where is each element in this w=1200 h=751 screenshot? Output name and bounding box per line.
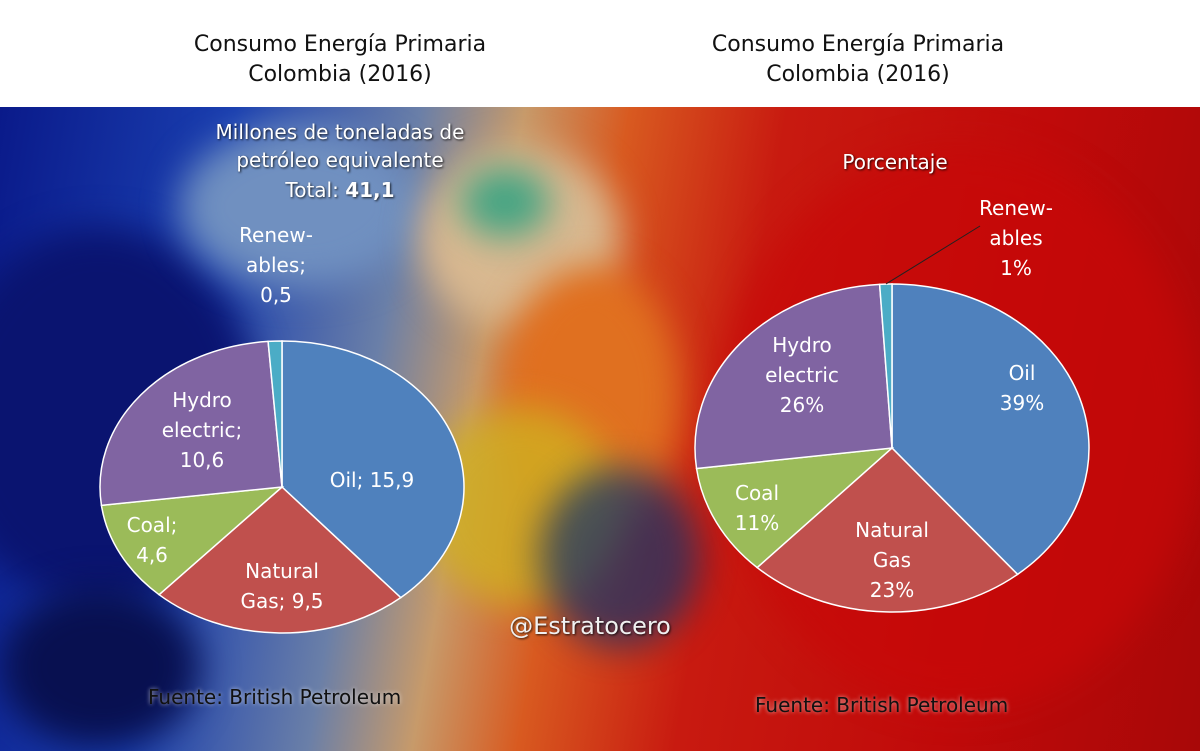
pie-left-label-coal: Coal; 4,6 [127,513,178,567]
pie-right-slice-hydro-electric [694,283,893,470]
chart-title-left-line1: Consumo Energía Primaria [193,32,487,57]
chart-title-right-line2: Colombia (2016) [766,62,950,87]
pie-right: Oil 39% Natural Gas 23% Coal 11% Hydro electric 2… [694,196,1090,613]
pie-left-slice-natural-gas [157,485,402,634]
unit-note-left: Millones de toneladas de petróleo equiva… [160,118,520,174]
unit-note-right: Porcentaje [842,150,948,174]
unit-note-left-line2: petróleo equivalente [236,148,444,172]
source-right: Fuente: British Petroleum [755,693,1009,717]
pie-left-slice-renewables [267,340,283,488]
total-value: 41,1 [345,178,395,202]
pie-left-slice-hydro-electric [99,340,283,507]
pie-right-slice-coal [695,447,895,569]
chart-title-left-line2: Colombia (2016) [248,62,432,87]
pie-right-slice-renewables [878,283,893,449]
chart-title-right-line1: Consumo Energía Primaria [711,32,1005,57]
pie-right-label-oil: Oil 39% [1000,361,1044,415]
watermark: @Estratocero [509,612,671,640]
pie-right-label-renewables: Renew-ables 1% [979,196,1053,280]
pie-left-label-oil: Oil; 15,9 [330,468,414,492]
pie-right-label-natural-gas: Natural Gas 23% [855,518,929,602]
pie-right-label-hydro-electric: Hydro electric 26% [765,333,839,417]
pie-left-slice-oil [281,340,465,599]
pie-left-label-natural-gas: Natural Gas; 9,5 [240,559,323,613]
pie-left: Oil; 15,9 Natural Gas; 9,5 Coal; 4,6 Hydro ele… [99,223,465,634]
chart-title-right: Consumo Energía Primaria Colombia (2016) [628,30,1088,90]
pie-right-label-coal: Coal 11% [735,481,779,535]
total-note-left: Total: 41,1 [160,176,520,204]
pie-left-slice-coal [100,486,285,596]
pie-left-label-renewables: Renew-ables; 0,5 [239,223,313,307]
pie-right-slice-oil [891,283,1090,576]
header-band [0,0,1200,107]
pie-right-renewables-leader-line [885,225,981,285]
source-left: Fuente: British Petroleum [148,685,402,709]
pie-left-label-hydro-electric: Hydro electric; 10,6 [162,388,243,472]
total-prefix: Total: [285,178,346,202]
pie-right-slice-natural-gas [755,446,1019,613]
chart-title-left: Consumo Energía Primaria Colombia (2016) [110,30,570,90]
unit-note-left-line1: Millones de toneladas de [215,120,465,144]
